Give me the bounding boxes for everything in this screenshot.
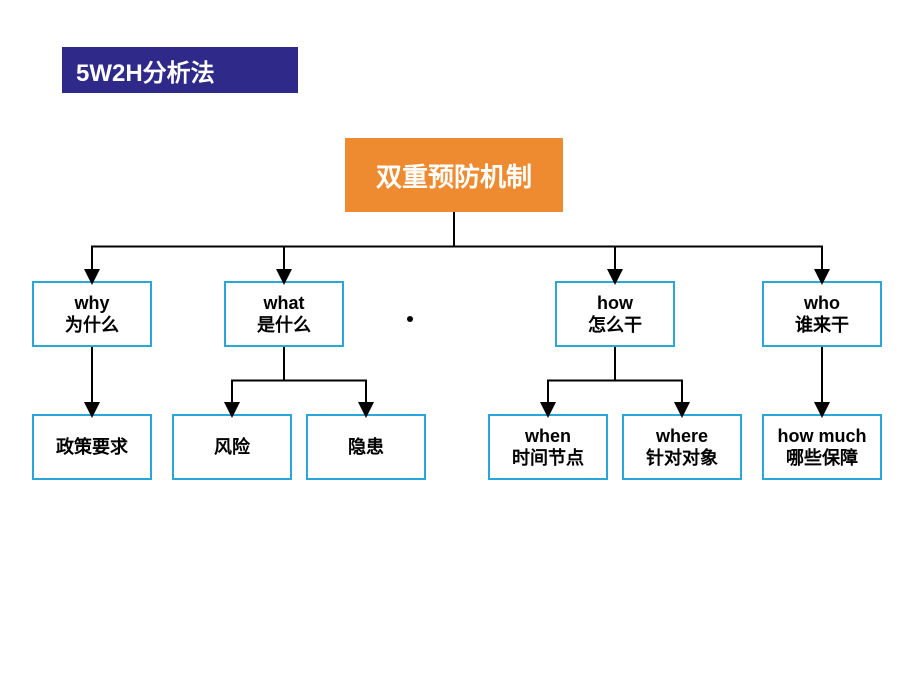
- title-text: 5W2H分析法: [76, 53, 215, 88]
- node-when-line1: when: [525, 425, 571, 448]
- edge: [615, 347, 682, 414]
- node-why: why为什么: [32, 281, 152, 347]
- node-where-line1: where: [656, 425, 708, 448]
- node-what-line1: what: [263, 292, 304, 315]
- edge: [454, 212, 615, 281]
- node-what-line2: 是什么: [257, 314, 311, 337]
- edge: [284, 212, 454, 281]
- edge: [454, 212, 822, 281]
- node-how: how怎么干: [555, 281, 675, 347]
- edge: [92, 212, 454, 281]
- node-risk: 风险: [172, 414, 292, 480]
- node-where: where针对对象: [622, 414, 742, 480]
- node-when-line2: 时间节点: [512, 447, 584, 470]
- node-why-line1: why: [74, 292, 109, 315]
- edge: [232, 347, 284, 414]
- title-box: 5W2H分析法: [62, 47, 298, 93]
- root-node: 双重预防机制: [345, 138, 563, 212]
- decorative-dot: [407, 316, 413, 322]
- node-hazard: 隐患: [306, 414, 426, 480]
- node-hazard-line2: 隐患: [348, 436, 384, 459]
- node-how-line1: how: [597, 292, 633, 315]
- node-when: when时间节点: [488, 414, 608, 480]
- node-who-line2: 谁来干: [795, 314, 849, 337]
- node-why-line2: 为什么: [65, 314, 119, 337]
- node-what: what是什么: [224, 281, 344, 347]
- root-label: 双重预防机制: [376, 157, 532, 194]
- node-howmuch-line1: how much: [778, 425, 867, 448]
- node-who-line1: who: [804, 292, 840, 315]
- node-howmuch-line2: 哪些保障: [786, 447, 858, 470]
- edge: [284, 347, 366, 414]
- node-where-line2: 针对对象: [646, 447, 718, 470]
- node-how-line2: 怎么干: [588, 314, 642, 337]
- node-risk-line2: 风险: [214, 436, 250, 459]
- node-policy: 政策要求: [32, 414, 152, 480]
- edge: [548, 347, 615, 414]
- node-howmuch: how much哪些保障: [762, 414, 882, 480]
- node-policy-line2: 政策要求: [56, 436, 128, 459]
- node-who: who谁来干: [762, 281, 882, 347]
